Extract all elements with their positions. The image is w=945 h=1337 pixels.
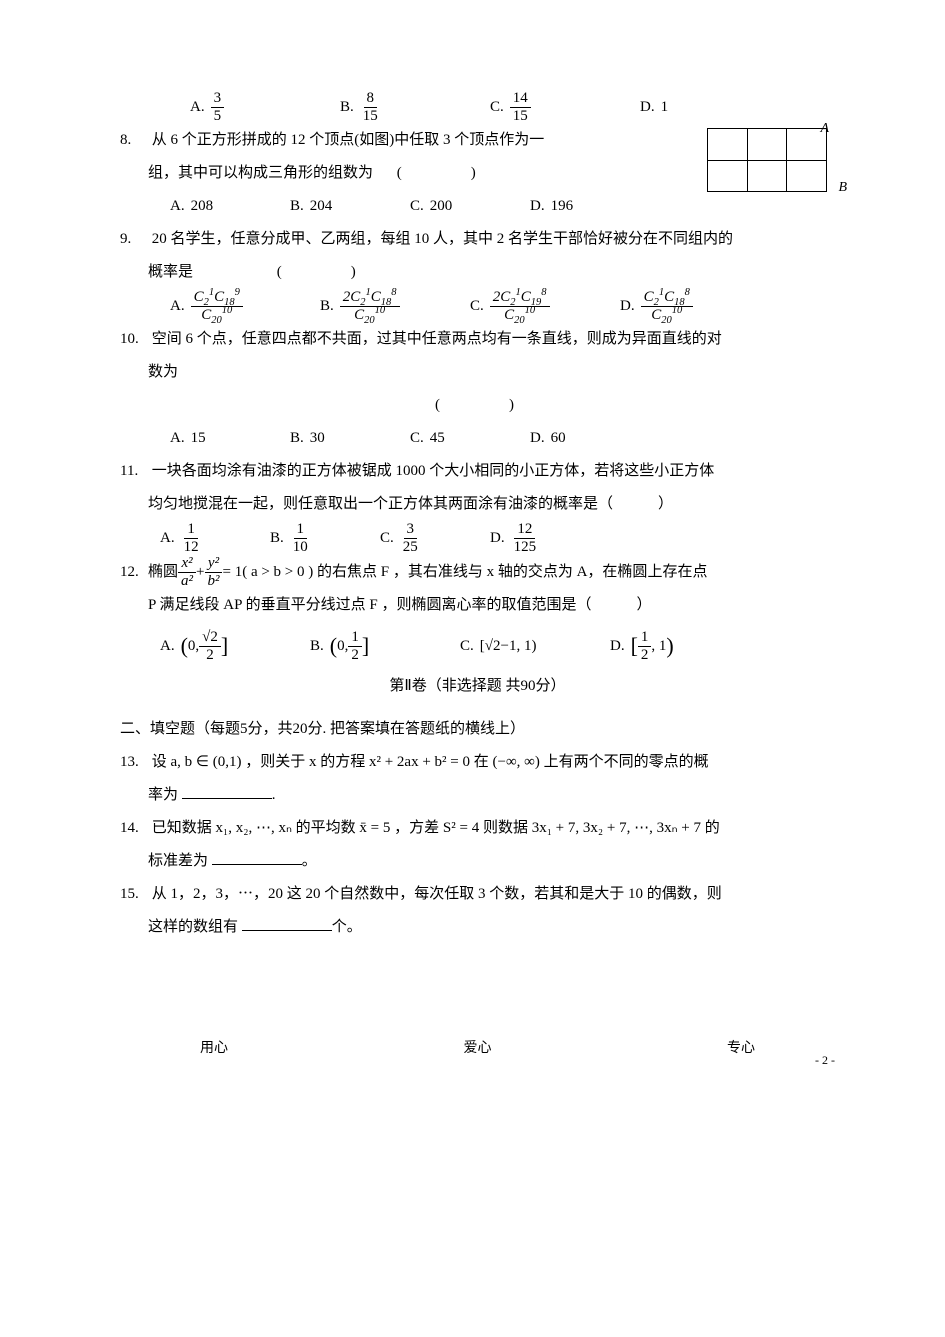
q12-opt-c: C. [√2−1, 1) xyxy=(460,622,610,670)
q14-num: 14. xyxy=(120,812,148,845)
q7-opt-d: D. 1 xyxy=(640,90,790,124)
q11-line2: 均匀地搅混在一起，则任意取出一个正方体其两面涂有油漆的概率是（ ） xyxy=(148,496,673,512)
q11-line1: 一块各面均涂有油漆的正方体被锯成 1000 个大小相同的小正方体，若将这些小正方… xyxy=(152,463,715,479)
q15-num: 15. xyxy=(120,878,148,911)
q9-opt-a: A. C21C189C2010 xyxy=(170,289,320,323)
q12-opt-b: B. (0, 12] xyxy=(310,622,460,670)
footer-c: 专心 xyxy=(727,1034,755,1065)
q9-options: A. C21C189C2010 B. 2C21C188C2010 C. 2C21… xyxy=(170,289,835,323)
q8-options: A.208 B.204 C.200 D.196 xyxy=(170,190,687,223)
q15-line2: 这样的数组有 xyxy=(148,919,238,935)
q8-fig-label-a: A xyxy=(820,114,829,145)
q10-line2: 数为 xyxy=(148,364,178,380)
q9-b-den: C2010 xyxy=(351,307,388,324)
q13-line1: 设 a, b ∈ (0,1) ，则关于 x 的方程 x² + 2ax + b² … xyxy=(152,754,709,770)
q10-paren: ( ) xyxy=(435,397,520,413)
q9-c-num: 2C21C198 xyxy=(490,289,550,307)
q9-b-num: 2C21C188 xyxy=(340,289,400,307)
q9-d-num: C21C188 xyxy=(641,289,693,307)
q7-opt-b: B. 815 xyxy=(340,90,490,124)
q7-a-den: 5 xyxy=(211,108,225,125)
q10-num: 10. xyxy=(120,323,148,356)
q12-opt-d: D. [12, 1) xyxy=(610,622,760,670)
q11-options: A. 112 B. 110 C. 325 D. 12125 xyxy=(160,521,835,555)
q13-blank xyxy=(182,783,272,799)
q8: 8. 从 6 个正方形拼成的 12 个顶点(如图)中任取 3 个顶点作为一 组，… xyxy=(120,124,835,223)
q12-eq: = 1( a > b > 0 ) 的右焦点 F ，其右准线与 x 轴的交点为 A… xyxy=(222,556,707,589)
q11-opt-d: D. 12125 xyxy=(490,521,600,555)
q9-num: 9. xyxy=(120,223,148,256)
footer: 用心 爱心 专心 xyxy=(120,1034,835,1065)
q9: 9. 20 名学生，任意分成甲、乙两组，每组 10 人，其中 2 名学生干部恰好… xyxy=(120,223,835,323)
q8-opt-a: A.208 xyxy=(170,190,290,223)
q12-opt-a: A. (0, √22] xyxy=(160,622,310,670)
part2-title: 第Ⅱ卷（非选择题 共90分） xyxy=(120,670,835,703)
q8-opt-d: D.196 xyxy=(530,190,650,223)
q12: 12. 椭圆 x²a² + y²b² = 1( a > b > 0 ) 的右焦点… xyxy=(120,555,835,670)
q7-opt-a: A. 35 xyxy=(190,90,340,124)
q12-options: A. (0, √22] B. (0, 12] C. [√2−1, 1) D. [… xyxy=(160,622,835,670)
q7-b-den: 15 xyxy=(360,108,381,125)
q7-c-num: 14 xyxy=(510,90,531,108)
q7-b-num: 8 xyxy=(364,90,378,108)
q9-a-den: C2010 xyxy=(198,307,235,324)
q10: 10. 空间 6 个点，任意四点都不共面，过其中任意两点均有一条直线，则成为异面… xyxy=(120,323,835,455)
q8-opt-b: B.204 xyxy=(290,190,410,223)
q8-line2: 组，其中可以构成三角形的组数为 xyxy=(148,165,373,181)
q11: 11. 一块各面均涂有油漆的正方体被锯成 1000 个大小相同的小正方体，若将这… xyxy=(120,455,835,555)
footer-b: 爱心 xyxy=(464,1034,492,1065)
q10-opt-b: B.30 xyxy=(290,422,410,455)
q8-grid xyxy=(707,128,827,192)
q7-opt-c: C. 1415 xyxy=(490,90,640,124)
q8-line1: 从 6 个正方形拼成的 12 个顶点(如图)中任取 3 个顶点作为一 xyxy=(152,132,545,148)
q11-opt-a: A. 112 xyxy=(160,521,270,555)
q12-line2: P 满足线段 AP 的垂直平分线过点 F ，则椭圆离心率的取值范围是（ ） xyxy=(148,597,652,613)
q8-fig-label-b: B xyxy=(838,173,847,204)
q7-d-val: 1 xyxy=(661,91,669,124)
q8-num: 8. xyxy=(120,124,148,157)
q14: 14. 已知数据 x₁, x₂, ⋯, xₙ 的平均数 x̄ = 5 ，方差 S… xyxy=(120,812,835,878)
q9-line1: 20 名学生，任意分成甲、乙两组，每组 10 人，其中 2 名学生干部恰好被分在… xyxy=(152,231,733,247)
q12-num: 12. xyxy=(120,556,148,589)
q10-opt-a: A.15 xyxy=(170,422,290,455)
q13-line2: 率为 xyxy=(148,787,178,803)
q11-opt-c: C. 325 xyxy=(380,521,490,555)
q7-a-num: 3 xyxy=(211,90,225,108)
q9-opt-b: B. 2C21C188C2010 xyxy=(320,289,470,323)
q7-options: A. 35 B. 815 C. 1415 D. 1 xyxy=(190,90,835,124)
q14-line2: 标准差为 xyxy=(148,853,208,869)
section2-title: 二、填空题（每题5分，共20分. 把答案填在答题纸的横线上） xyxy=(120,713,835,746)
q14-blank xyxy=(212,849,302,865)
q11-opt-b: B. 110 xyxy=(270,521,380,555)
q10-opt-d: D.60 xyxy=(530,422,650,455)
q9-line2: 概率是 xyxy=(148,264,193,280)
q13: 13. 设 a, b ∈ (0,1) ，则关于 x 的方程 x² + 2ax +… xyxy=(120,746,835,812)
q9-paren: ( ) xyxy=(277,264,362,280)
q8-opt-c: C.200 xyxy=(410,190,530,223)
q8-paren: ( ) xyxy=(397,165,482,181)
q10-line1: 空间 6 个点，任意四点都不共面，过其中任意两点均有一条直线，则成为异面直线的对 xyxy=(152,331,722,347)
q13-num: 13. xyxy=(120,746,148,779)
q11-num: 11. xyxy=(120,455,148,488)
q9-opt-d: D. C21C188C2010 xyxy=(620,289,770,323)
q8-figure: A B xyxy=(707,128,835,200)
footer-a: 用心 xyxy=(200,1034,228,1065)
q15-line1: 从 1，2，3，⋯，20 这 20 个自然数中，每次任取 3 个数，若其和是大于… xyxy=(152,886,722,902)
q15-blank xyxy=(242,915,332,931)
q14-line1: 已知数据 x₁, x₂, ⋯, xₙ 的平均数 x̄ = 5 ，方差 S² = … xyxy=(152,820,720,836)
q15: 15. 从 1，2，3，⋯，20 这 20 个自然数中，每次任取 3 个数，若其… xyxy=(120,878,835,944)
q9-opt-c: C. 2C21C198C2010 xyxy=(470,289,620,323)
q10-opt-c: C.45 xyxy=(410,422,530,455)
q10-options: A.15 B.30 C.45 D.60 xyxy=(170,422,835,455)
q12-pre: 椭圆 xyxy=(148,556,178,589)
q7-c-den: 15 xyxy=(510,108,531,125)
q9-d-den: C2010 xyxy=(648,307,685,324)
q9-a-num: C21C189 xyxy=(191,289,243,307)
q9-c-den: C2010 xyxy=(501,307,538,324)
